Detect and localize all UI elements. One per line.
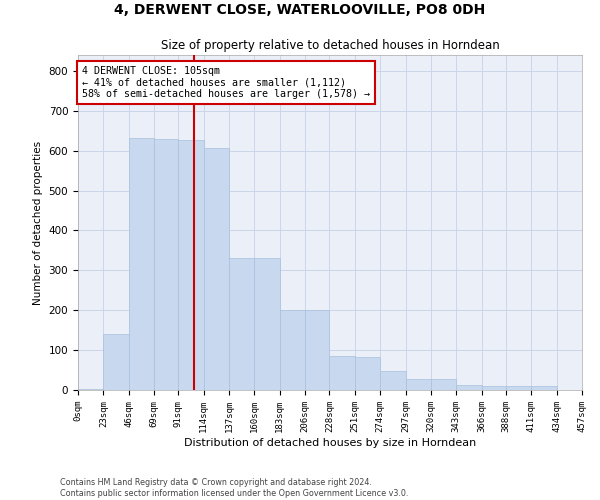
Bar [229, 258, 254, 390]
Bar [355, 357, 380, 390]
Bar [506, 386, 531, 390]
Bar [305, 310, 329, 390]
Bar [254, 258, 280, 390]
Bar [482, 386, 506, 390]
Bar [204, 148, 229, 390]
Text: 4 DERWENT CLOSE: 105sqm
← 41% of detached houses are smaller (1,112)
58% of semi: 4 DERWENT CLOSE: 105sqm ← 41% of detache… [82, 66, 370, 100]
Text: 4, DERWENT CLOSE, WATERLOOVILLE, PO8 0DH: 4, DERWENT CLOSE, WATERLOOVILLE, PO8 0DH [115, 2, 485, 16]
Bar [431, 379, 456, 390]
Bar [78, 389, 103, 390]
Bar [406, 379, 431, 390]
Bar [129, 138, 154, 390]
Bar [178, 140, 204, 390]
Text: Contains HM Land Registry data © Crown copyright and database right 2024.
Contai: Contains HM Land Registry data © Crown c… [60, 478, 409, 498]
Bar [380, 371, 406, 390]
Bar [103, 334, 129, 390]
Bar [329, 356, 355, 390]
Bar [531, 386, 557, 390]
Bar [280, 310, 305, 390]
Y-axis label: Number of detached properties: Number of detached properties [33, 140, 43, 304]
Bar [154, 138, 178, 390]
Bar [456, 385, 482, 390]
Title: Size of property relative to detached houses in Horndean: Size of property relative to detached ho… [161, 40, 499, 52]
X-axis label: Distribution of detached houses by size in Horndean: Distribution of detached houses by size … [184, 438, 476, 448]
